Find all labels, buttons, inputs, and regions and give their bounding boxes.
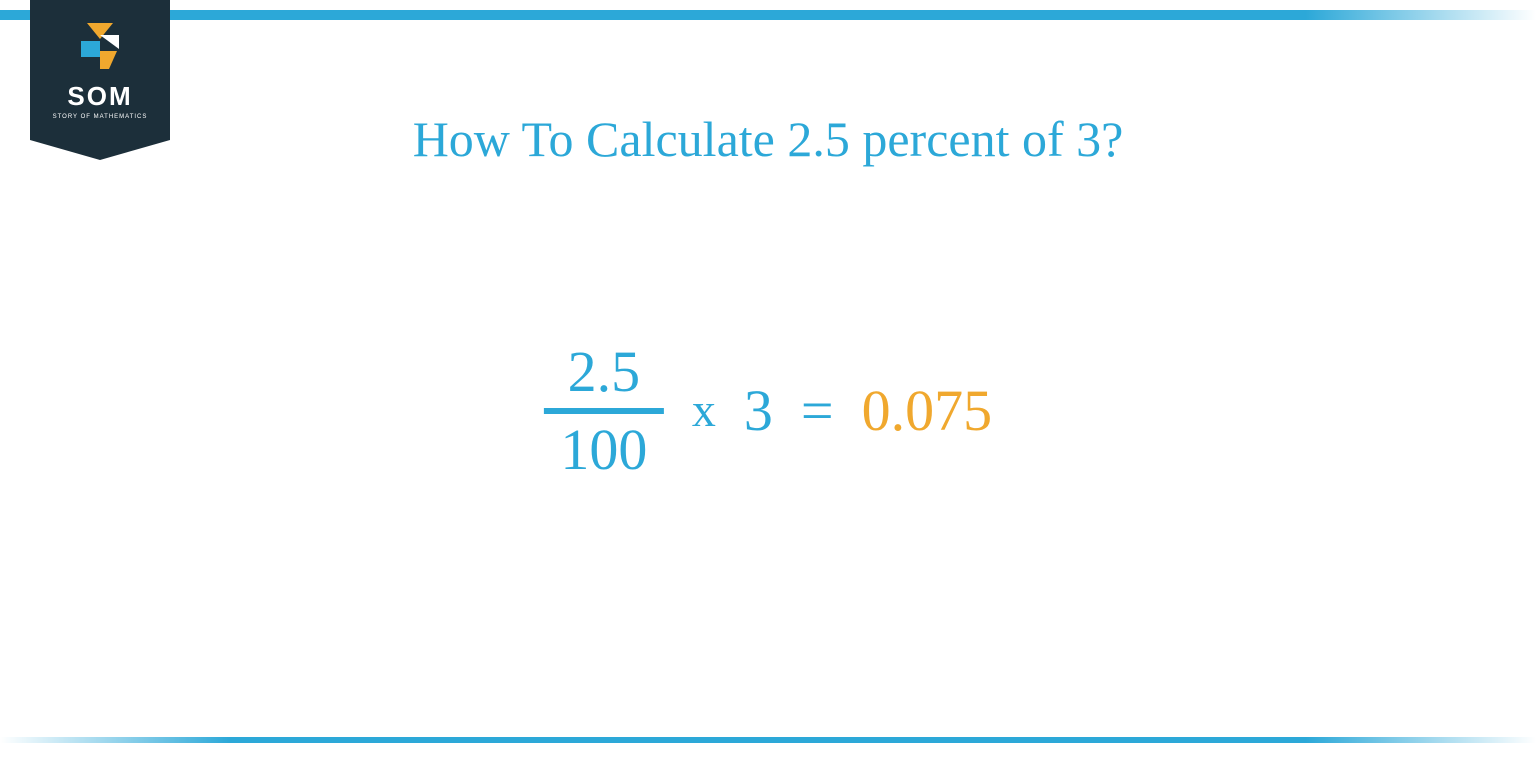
- denominator: 100: [560, 418, 647, 482]
- result: 0.075: [862, 377, 993, 444]
- multiplicand: 3: [744, 377, 773, 444]
- logo-icon: [75, 21, 125, 71]
- fraction-bar: [544, 408, 664, 414]
- logo-brand-text: SOM: [67, 81, 132, 112]
- logo-tagline: STORY OF MATHEMATICS: [53, 114, 148, 120]
- logo-badge: SOM STORY OF MATHEMATICS: [30, 0, 170, 140]
- multiply-sign: x: [692, 383, 716, 438]
- equation: 2.5 100 x 3 = 0.075: [544, 340, 992, 482]
- page-title: How To Calculate 2.5 percent of 3?: [413, 110, 1124, 168]
- top-border: [0, 10, 1536, 20]
- numerator: 2.5: [568, 340, 641, 404]
- equals-sign: =: [801, 377, 834, 444]
- fraction: 2.5 100: [544, 340, 664, 482]
- bottom-border: [0, 737, 1536, 743]
